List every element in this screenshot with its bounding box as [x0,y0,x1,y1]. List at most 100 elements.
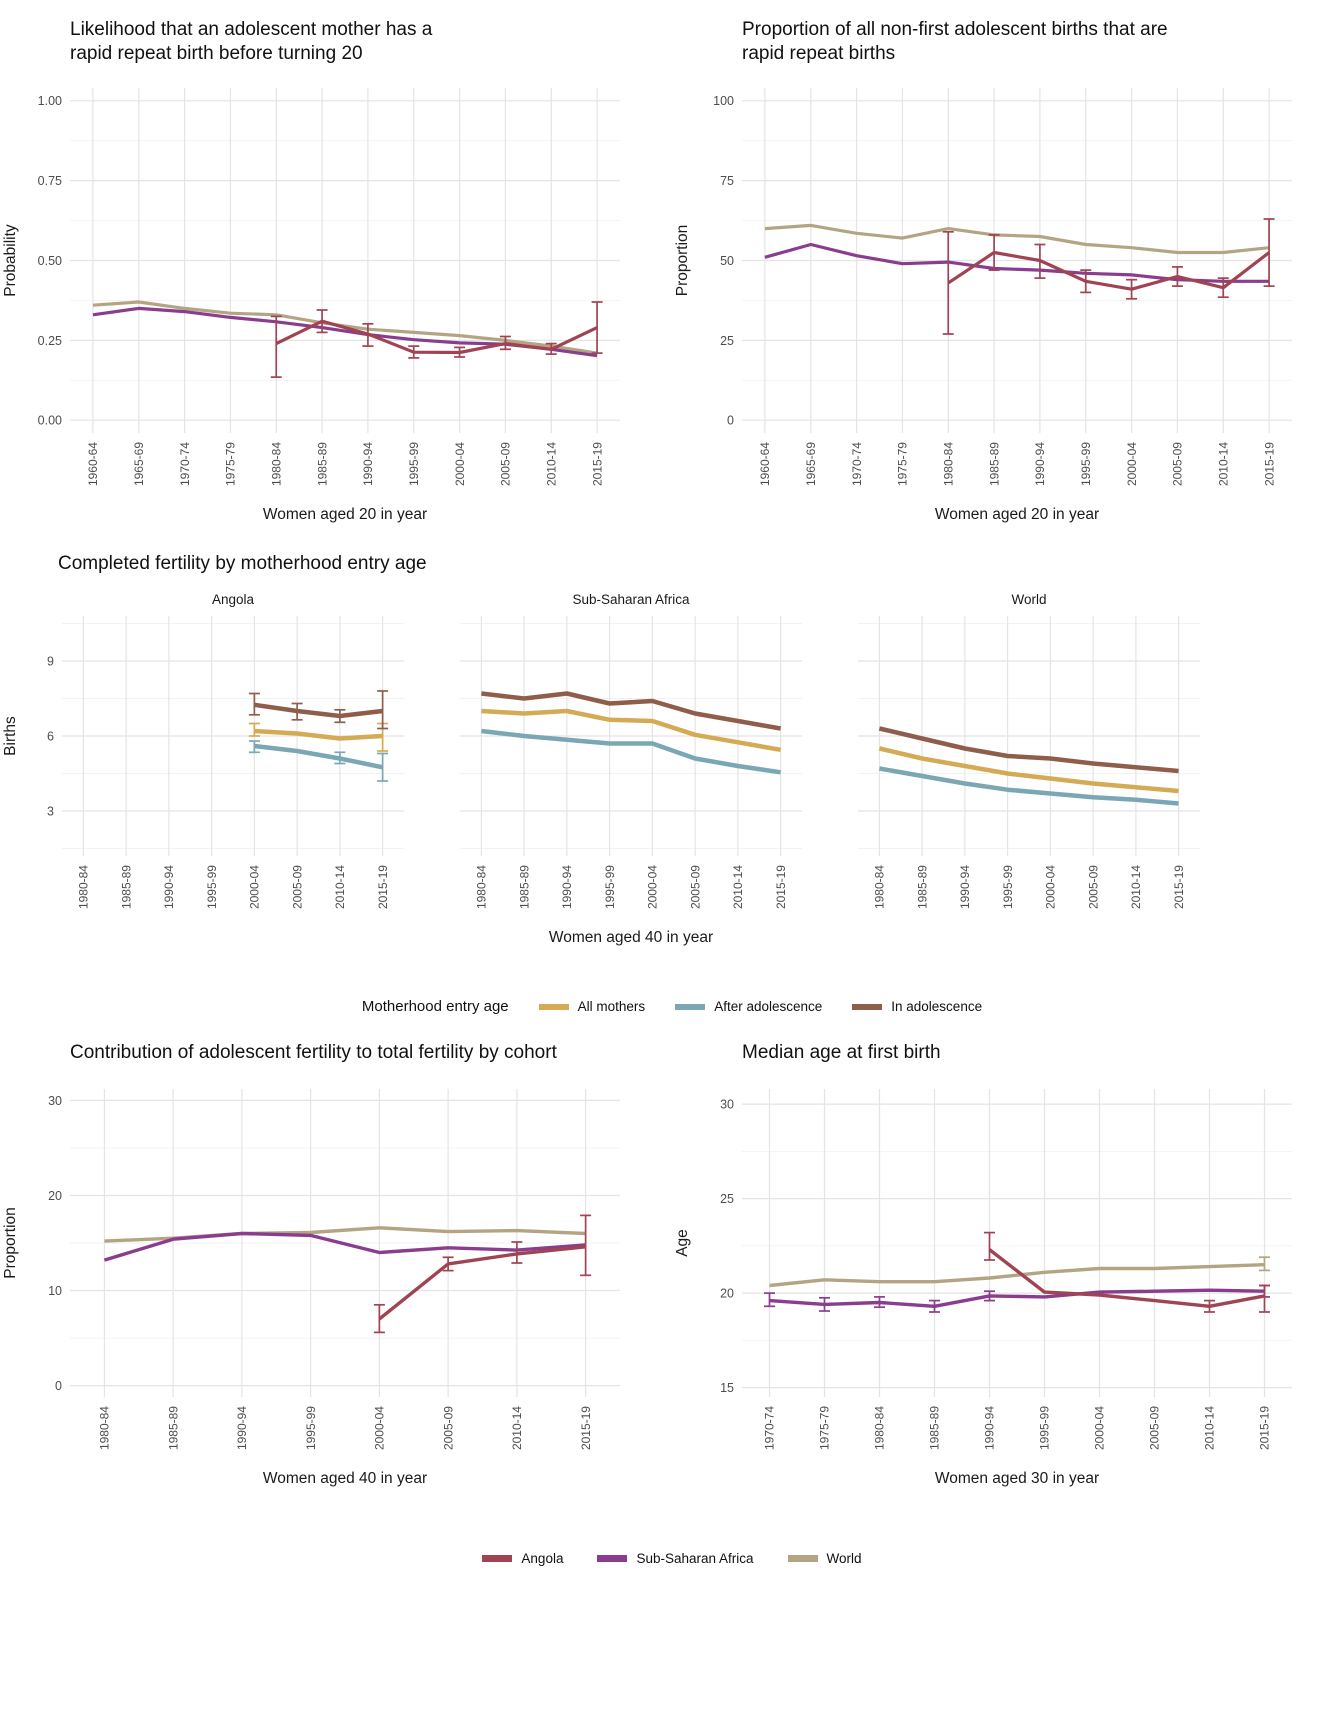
x-tick-label: 1980-84 [475,865,489,909]
x-tick-label: 1970-74 [850,442,864,486]
x-tick-label: 2000-04 [373,1406,387,1450]
x-tick-label: 1990-94 [958,865,972,909]
x-tick-label: 2000-04 [646,865,660,909]
y-axis-label: Births [2,716,19,756]
legend-swatch-after-adolescence [675,1003,706,1010]
x-tick-label: 1980-84 [873,865,887,909]
facet-label: Sub-Saharan Africa [572,592,690,607]
y-tick-label: 6 [47,730,54,744]
x-tick-label: 1985-89 [517,865,531,909]
x-tick-label: 2015-19 [1262,442,1276,486]
legend-swatch-world [787,1555,818,1563]
series-line-in_adolescence [481,691,781,732]
x-tick-label: 2015-19 [376,865,390,909]
x-tick-label: 1980-84 [942,442,956,486]
series-line-all_mothers [481,709,781,753]
legend-title: Motherhood entry age [361,998,509,1016]
legend-item-after-adolescence: After adolescence [675,999,822,1014]
y-axis-label: Proportion [2,1208,19,1280]
y-tick-label: 0 [727,414,734,428]
chart-title-rrb-probability: Likelihood that an adolescent mother has… [70,19,433,65]
legend-label-world: World [826,1551,862,1567]
x-tick-label: 1995-99 [205,865,219,909]
legend-swatch-all-mothers [538,1003,569,1010]
y-tick-label: 1.00 [38,94,62,108]
series-line-sub_saharan_africa [92,306,598,358]
x-tick-label: 1990-94 [162,865,176,909]
legend-item-sub-saharan-africa: Sub-Saharan Africa [597,1551,754,1567]
top-row: Likelihood that an adolescent mother has… [0,10,1344,536]
median-age-first-birth-svg: Age 15 20 25 30 1970-74 1975-79 1980-84 1985-89 1… [674,1089,1292,1487]
legend-label-all-mothers: All mothers [577,999,646,1015]
chart-block-rrb-proportion: Proportion of all non-first adolescent b… [672,10,1344,536]
legend-label-in-adolescence: In adolescence [891,999,983,1015]
x-tick-label: 1995-99 [1079,442,1093,486]
legend-swatch-sub-saharan-africa [597,1555,628,1563]
x-axis-label: Women aged 20 in year [263,506,427,523]
x-tick-label: 1965-69 [804,442,818,486]
series-line-angola [988,1248,1265,1309]
x-tick-label: 2010-14 [545,442,559,486]
y-axis-label: Age [674,1230,691,1258]
series-line-angola [275,319,598,355]
series-line-in_adolescence [878,726,1179,774]
legend-region: Angola Sub-Saharan Africa World [0,1551,1344,1566]
x-axis-label: Women aged 40 in year [263,1470,427,1487]
x-tick-label: 2000-04 [1044,865,1058,909]
x-tick-label: 1975-79 [896,442,910,486]
figure-page: Likelihood that an adolescent mother has… [0,10,1344,1566]
x-tick-label: 1985-89 [987,442,1001,486]
series-line-after_adolescence [481,729,781,775]
x-tick-label: 1995-99 [407,442,421,486]
y-tick-label: 0.25 [38,334,62,348]
x-tick-label: 2005-09 [1086,865,1100,909]
x-tick-label: 2015-19 [774,865,788,909]
x-tick-label: 1980-84 [873,1406,887,1450]
x-tick-label: 2005-09 [1148,1406,1162,1450]
legend-item-angola: Angola [482,1551,563,1566]
y-tick-label: 50 [720,254,734,268]
x-tick-label: 2000-04 [453,442,467,486]
y-tick-label: 0.00 [38,414,62,428]
y-tick-label: 0.75 [38,174,62,188]
chart-title-rrb-proportion: Proportion of all non-first adolescent b… [742,19,1168,65]
legend-swatch-in-adolescence [852,1003,883,1010]
x-tick-label: 1995-99 [304,1406,318,1450]
series-line-world [769,1263,1265,1288]
x-axis-label: Women aged 20 in year [935,506,1099,523]
x-tick-label: 1990-94 [1033,442,1047,486]
chart-block-rrb-probability: Likelihood that an adolescent mother has… [0,10,672,536]
y-axis-label: Proportion [674,225,691,297]
x-tick-label: 2015-19 [1258,1406,1272,1450]
x-tick-label: 2005-09 [688,865,702,909]
legend-item-in-adolescence: In adolescence [852,999,982,1014]
series-line-after_adolescence [879,766,1179,807]
series-line-angola [947,250,1271,291]
y-tick-label: 10 [48,1284,62,1298]
legend-swatch-angola [482,1555,513,1563]
chart-title-completed-fertility: Completed fertility by motherhood entry … [58,553,427,574]
x-tick-label: 1995-99 [603,865,617,909]
y-tick-label: 30 [720,1098,734,1112]
chart-title-median-age: Median age at first birth [742,1042,941,1064]
y-tick-label: 25 [720,1192,734,1206]
plot-adolescent-contribution: Proportion 0 10 20 30 1980-84 1985-89 1990-94 19… [0,1075,672,1503]
completed-fertility-svg: Births Angola 3 6 9 1980-84 1985-89 1990-94 1995… [2,592,1200,946]
x-tick-label: 2005-09 [499,442,513,486]
x-tick-label: 1990-94 [560,865,574,909]
y-tick-label: 9 [47,655,54,669]
x-tick-label: 1995-99 [1038,1406,1052,1450]
y-tick-label: 20 [48,1189,62,1203]
x-tick-label: 1975-79 [818,1406,832,1450]
series-line-sub_saharan_africa [103,1232,586,1263]
x-tick-label: 2010-14 [731,865,745,909]
y-axis-label: Probability [2,224,19,297]
y-tick-label: 20 [720,1287,734,1301]
x-tick-label: 1990-94 [235,1406,249,1450]
legend-label-sub-saharan-africa: Sub-Saharan Africa [636,1551,754,1567]
y-tick-label: 100 [713,94,734,108]
series-line-after_adolescence [254,744,384,770]
chart-block-adolescent-contribution: Contribution of adolescent fertility to … [0,1041,672,1503]
series-line-angola [378,1245,586,1321]
rrb-probability-svg: Probability 0.00 0.25 0.50 0.75 1.00 1960-64 19… [2,88,620,523]
